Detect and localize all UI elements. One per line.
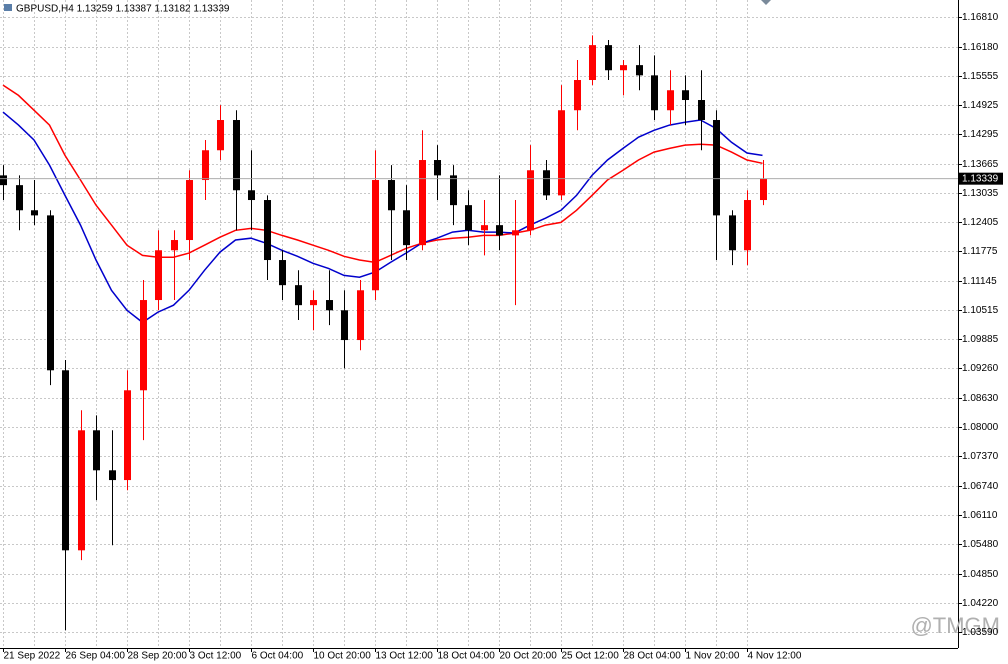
y-tick-label: 1.10515 — [962, 305, 999, 316]
y-tick-label: 1.05480 — [962, 539, 999, 550]
chart-title: GBPUSD,H4 1.13259 1.13387 1.13182 1.1333… — [16, 4, 230, 15]
candle-body — [698, 100, 705, 121]
candle-body — [233, 120, 240, 191]
x-tick-label: 18 Oct 04:00 — [438, 651, 496, 662]
candle-body — [651, 75, 658, 111]
y-tick-label: 1.06110 — [962, 510, 998, 521]
x-tick-label: 10 Oct 20:00 — [314, 651, 372, 662]
candle-body — [667, 90, 674, 111]
candle-body — [372, 180, 379, 291]
x-tick-label: 28 Oct 04:00 — [624, 651, 682, 662]
candle-body — [109, 470, 116, 481]
current-price-box — [959, 172, 1003, 185]
candle-body — [295, 285, 302, 306]
y-tick-label: 1.08000 — [962, 422, 999, 433]
y-tick-label: 1.13035 — [962, 188, 999, 199]
y-tick-label: 1.04850 — [962, 569, 999, 580]
y-tick-label: 1.16810 — [962, 12, 999, 23]
candle-body — [496, 225, 503, 236]
candle-body — [0, 175, 7, 186]
candle-body — [589, 45, 596, 81]
candle-body — [248, 190, 255, 201]
candle-body — [217, 120, 224, 151]
candle-body — [729, 215, 736, 251]
y-tick-label: 1.15555 — [962, 71, 999, 82]
candle-body — [341, 310, 348, 341]
candle-body — [527, 170, 534, 231]
y-tick-label: 1.07370 — [962, 451, 999, 462]
y-tick-label: 1.09260 — [962, 363, 999, 374]
candle-body — [202, 150, 209, 181]
y-tick-label: 1.11775 — [962, 246, 998, 257]
candle-body — [78, 430, 85, 551]
candle-body — [388, 180, 395, 211]
candle-body — [47, 215, 54, 371]
y-tick-label: 1.11145 — [962, 276, 997, 287]
x-tick-label: 4 Nov 12:00 — [748, 651, 802, 662]
x-tick-label: 21 Sep 2022 — [4, 651, 61, 662]
candle-body — [636, 65, 643, 76]
current-price-label: 1.13339 — [962, 173, 999, 184]
candle-body — [124, 390, 131, 481]
y-tick-label: 1.06740 — [962, 481, 999, 492]
candle-body — [434, 160, 441, 176]
y-tick-label: 1.12405 — [962, 217, 999, 228]
x-tick-label: 13 Oct 12:00 — [376, 651, 434, 662]
candle-body — [620, 65, 627, 71]
candle-body — [574, 80, 581, 111]
candle-body — [357, 290, 364, 341]
y-tick-label: 1.16180 — [962, 42, 999, 53]
candle-body — [62, 370, 69, 551]
candle-body — [605, 45, 612, 71]
candle-body — [279, 260, 286, 286]
candle-body — [558, 110, 565, 196]
candle-body — [760, 178, 767, 201]
candle-body — [186, 180, 193, 241]
candle-body — [512, 230, 519, 236]
candle-body — [310, 300, 317, 306]
candle-body — [31, 210, 38, 216]
candle-body — [403, 210, 410, 246]
candle-body — [450, 175, 457, 206]
y-tick-label: 1.08630 — [962, 393, 999, 404]
x-tick-label: 3 Oct 12:00 — [190, 651, 242, 662]
x-tick-label: 26 Sep 04:00 — [66, 651, 126, 662]
watermark: @TMGM — [910, 613, 1000, 638]
candle-body — [171, 240, 178, 251]
moving-average-line — [2, 84, 763, 264]
x-tick-label: 6 Oct 04:00 — [252, 651, 304, 662]
symbol-icon — [4, 4, 12, 11]
y-tick-label: 1.04220 — [962, 598, 999, 609]
y-tick-label: 1.03590 — [962, 627, 999, 638]
x-tick-label: 20 Oct 20:00 — [500, 651, 558, 662]
chart-shift-marker — [761, 0, 771, 5]
candle-body — [481, 225, 488, 231]
y-tick-label: 1.14295 — [962, 129, 999, 140]
candle-body — [140, 300, 147, 391]
x-tick-label: 28 Sep 20:00 — [128, 651, 188, 662]
moving-average-line — [2, 111, 763, 324]
x-tick-label: 1 Nov 20:00 — [686, 651, 740, 662]
candle-body — [543, 170, 550, 196]
x-tick-label: 25 Oct 12:00 — [562, 651, 620, 662]
candle-body — [419, 160, 426, 246]
y-tick-label: 1.13665 — [962, 159, 999, 170]
candle-body — [465, 205, 472, 231]
y-tick-label: 1.14925 — [962, 100, 999, 111]
candle-body — [326, 300, 333, 311]
candle-body — [682, 90, 689, 101]
y-tick-label: 1.09885 — [962, 334, 999, 345]
candle-body — [155, 250, 162, 301]
candle-body — [744, 200, 751, 251]
candle-body — [713, 120, 720, 216]
candle-body — [16, 185, 23, 211]
candle-body — [93, 430, 100, 471]
candle-body — [264, 200, 271, 261]
